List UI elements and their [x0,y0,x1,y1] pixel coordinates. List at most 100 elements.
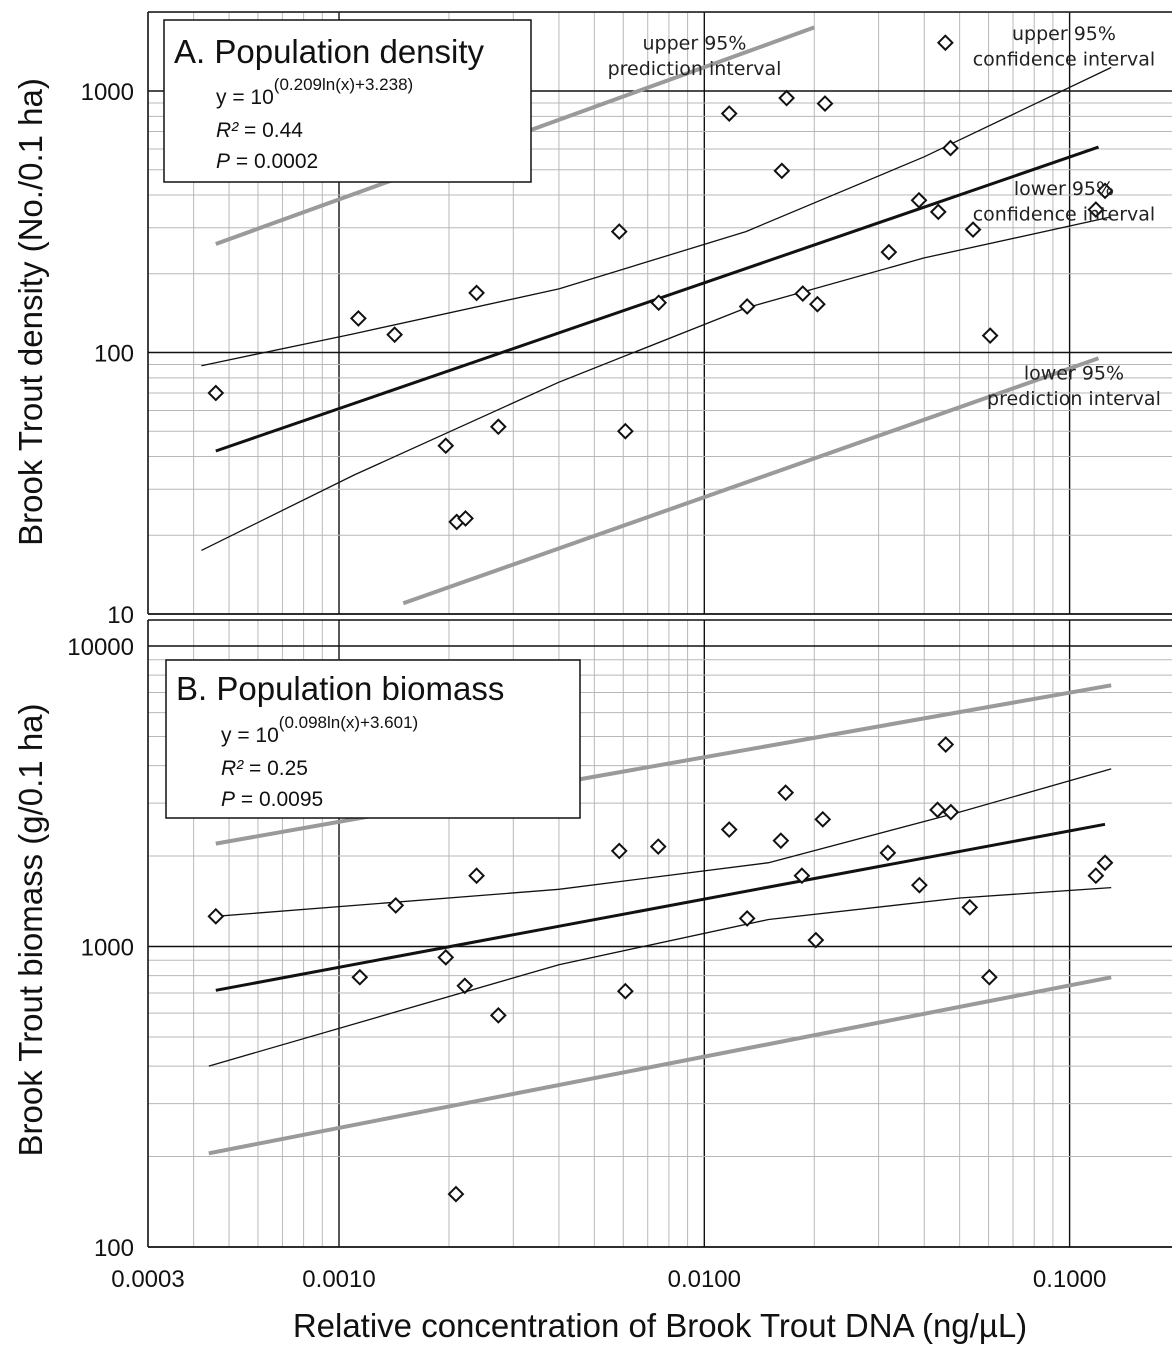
lower-prediction-interval-line [402,356,1100,606]
y-tick-label: 1000 [81,79,134,106]
panel-b-ticks: 100 1000 10000 [67,634,134,1262]
data-point-diamond [937,736,955,753]
panel-a-ticks: 10 100 1000 [81,79,134,629]
data-point-diamond [207,907,225,925]
x-axis-ticks: 0.0003 0.0010 0.0100 0.1000 [111,1266,1106,1293]
panel-b-y-axis-label: Brook Trout biomass (g/0.1 ha) [12,703,49,1156]
data-point-diamond [720,821,738,838]
interval-annotation: confidence interval [973,49,1156,71]
data-point-diamond [1096,182,1114,200]
data-point-diamond [447,1185,465,1203]
panel-a-r-squared: R² = 0.44 [216,119,303,142]
data-point-diamond [1087,201,1105,218]
data-point-diamond [1087,867,1105,885]
panel-a-annotations: upper 95% prediction interval upper 95% con… [608,23,1161,410]
lower-confidence-interval-line [208,886,1112,1067]
panel-b-title: B. Population biomass [176,670,504,707]
data-point-diamond [489,418,507,436]
data-point-diamond [351,968,369,986]
interval-annotation: confidence interval [973,203,1156,225]
interval-annotation: lower 95% [1024,362,1124,384]
x-tick-label: 0.0100 [668,1266,741,1293]
data-point-diamond [936,34,954,52]
lower-confidence-interval-line [201,216,1112,551]
interval-annotation: upper 95% [1012,23,1116,45]
data-point-diamond [468,867,485,885]
panel-a-equation: y = 10(0.209ln(x)+3.238) [216,75,413,109]
data-point-diamond [610,223,628,240]
regression-line [215,822,1106,992]
panel-a-points [207,34,1114,531]
data-point-diamond [778,89,796,107]
data-point-diamond [610,842,628,860]
data-point-diamond [489,1006,507,1024]
y-tick-label: 10 [107,602,134,629]
lower-prediction-interval-line [208,975,1112,1156]
data-point-diamond [1096,854,1114,872]
data-point-diamond [616,422,634,440]
data-point-diamond [910,876,928,894]
data-point-diamond [880,243,898,261]
data-point-diamond [929,801,946,819]
data-point-diamond [929,203,947,221]
data-point-diamond [910,191,928,209]
x-axis-label: Relative concentration of Brook Trout DN… [293,1307,1027,1344]
stats-box-border [163,19,532,183]
y-tick-label: 10000 [67,634,134,661]
x-tick-label: 0.1000 [1033,1266,1106,1293]
data-point-diamond [457,510,474,527]
data-point-diamond [816,95,834,113]
y-tick-label: 100 [94,341,134,368]
interval-annotation: upper 95% [643,33,747,55]
data-point-diamond [814,810,832,828]
stats-box-border [165,659,581,819]
panel-a-y-axis-label: Brook Trout density (No./0.1 ha) [12,78,49,546]
x-tick-label: 0.0003 [111,1266,184,1293]
data-point-diamond [437,437,455,455]
panel-b-p-value: P = 0.0095 [221,788,323,811]
panel-b-equation: y = 10(0.098ln(x)+3.601) [221,713,418,747]
data-point-diamond [879,844,897,862]
data-point-diamond [468,284,485,302]
data-point-diamond [349,310,367,327]
panel-b-r-squared: R² = 0.25 [221,757,308,780]
data-point-diamond [807,931,825,949]
data-point-diamond [738,910,756,927]
y-tick-label: 1000 [81,935,134,962]
data-point-diamond [772,832,790,850]
data-point-diamond [773,162,791,180]
interval-annotation: prediction interval [608,58,782,80]
x-tick-label: 0.0010 [302,1266,375,1293]
data-point-diamond [961,898,979,916]
interval-annotation: prediction interval [987,388,1161,410]
data-point-diamond [738,298,756,315]
data-point-diamond [456,977,474,995]
data-point-diamond [650,294,668,312]
data-point-diamond [942,803,960,821]
data-point-diamond [981,327,999,345]
panel-a-title: A. Population density [174,33,485,70]
y-tick-label: 100 [94,1235,134,1262]
panel-a-p-value: P = 0.0002 [216,150,318,173]
data-point-diamond [387,897,405,914]
panel-b-points [207,736,1114,1203]
data-point-diamond [942,139,959,157]
data-point-diamond [616,982,634,1000]
upper-confidence-interval-line [215,768,1112,917]
data-point-diamond [649,838,667,856]
data-point-diamond [980,968,998,986]
panel-b-biomass: 100 1000 10000 B. Population biomass y = 1… [12,619,1172,1262]
panel-a-stats-box: A. Population density y = 10(0.209ln(x)+… [163,19,532,183]
data-point-diamond [964,221,982,239]
data-point-diamond [809,295,826,313]
data-point-diamond [793,867,811,885]
upper-confidence-interval-line [201,66,1112,367]
data-point-diamond [794,285,812,302]
panel-b-stats-box: B. Population biomass y = 10(0.098ln(x)+… [165,659,581,819]
data-point-diamond [720,105,738,122]
data-point-diamond [207,384,225,402]
data-point-diamond [437,948,455,966]
interval-annotation: lower 95% [1014,178,1114,200]
